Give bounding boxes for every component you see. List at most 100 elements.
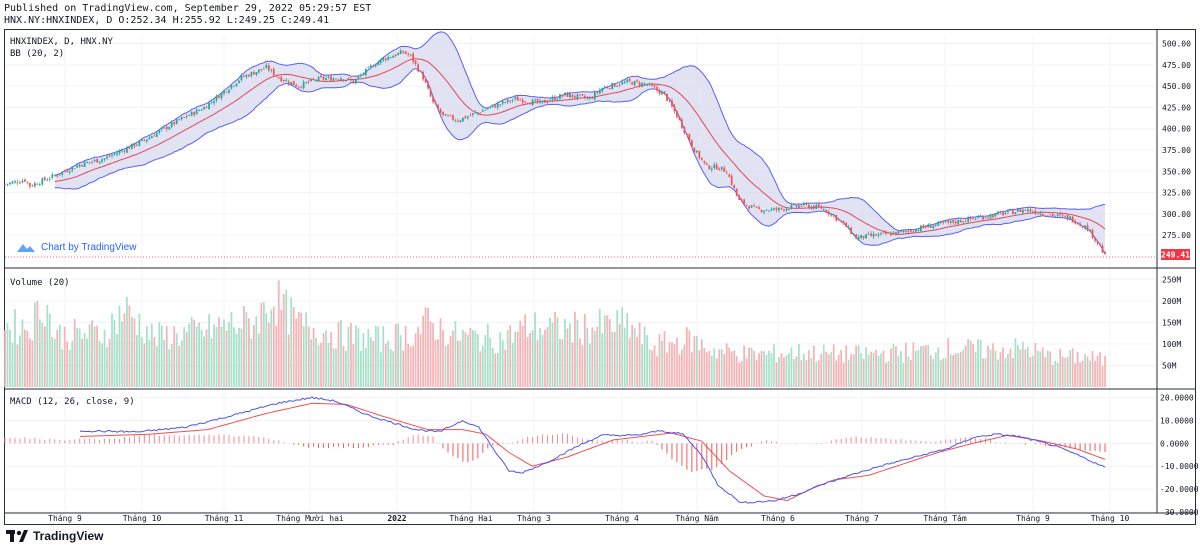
price-axes: 500.00 475.00 450.00 425.00 400.00 375.00 350.… [1160, 40, 1199, 517]
volume-bar [877, 355, 880, 387]
volume-bar [579, 338, 581, 387]
volume-bar [698, 350, 701, 387]
volume-bar [574, 311, 576, 387]
candle-body [1024, 210, 1027, 211]
candle-body [427, 82, 429, 89]
candle-body [457, 120, 459, 122]
candle-body [1076, 223, 1079, 225]
volume-bar [153, 336, 156, 387]
macd-tick-label: -10.0000 [1160, 462, 1199, 471]
candle-body [698, 151, 701, 159]
time-tick-label: Tháng Tám [923, 514, 967, 523]
volume-bar [798, 344, 800, 387]
candle-body [474, 112, 477, 114]
candle-body [1046, 215, 1049, 217]
volume-bar [775, 362, 778, 387]
volume-bar [780, 353, 783, 387]
main-pane-title: HNXINDEX, D, HNX.NY [10, 37, 114, 47]
volume-bar [133, 318, 136, 387]
candle-body [21, 180, 24, 183]
volume-bar [402, 350, 405, 387]
candle-body [96, 158, 98, 163]
volume-bar [41, 322, 44, 387]
volume-bar [554, 312, 556, 387]
macd-pane-title: MACD (12, 26, close, 9) [10, 397, 135, 407]
volume-bar [768, 350, 770, 387]
footer-brand[interactable]: TradingView [6, 528, 103, 544]
volume-bar [636, 336, 638, 387]
volume-bar [145, 326, 148, 387]
candle-body [551, 97, 554, 100]
candle-body [404, 51, 407, 54]
volume-bar [374, 325, 377, 387]
volume-bar [802, 353, 805, 387]
candle-body [812, 205, 815, 209]
candle-body [81, 164, 84, 167]
candle-body [581, 94, 584, 96]
volume-bar [417, 327, 419, 387]
volume-bar [454, 321, 457, 387]
candle-body [126, 147, 128, 153]
candle-body [275, 74, 278, 77]
candle-body [882, 231, 885, 233]
volume-bar [190, 317, 193, 387]
candle-body [969, 216, 972, 219]
candle-body [723, 167, 726, 172]
candle-body [984, 217, 987, 219]
candle-body [765, 210, 768, 211]
volume-bar [693, 335, 696, 387]
candle-body [53, 175, 56, 177]
candle-body [312, 79, 315, 81]
candle-body [305, 82, 308, 84]
volume-bar [917, 349, 920, 387]
candle-body [738, 195, 741, 201]
volume-bar [862, 358, 865, 387]
candle-body [136, 144, 138, 146]
volume-bar [1071, 348, 1074, 387]
volume-bar [815, 361, 818, 387]
candle-body [922, 225, 925, 228]
candle-body [835, 215, 838, 221]
candle-body [703, 160, 706, 163]
candle-body [260, 69, 263, 70]
volume-bar [275, 325, 278, 387]
price-tick-label: 425.00 [1162, 103, 1191, 112]
volume-bar [447, 344, 449, 387]
volume-bar [422, 315, 424, 387]
candle-body [1022, 209, 1024, 213]
watermark[interactable]: Chart by TradingView [16, 241, 136, 253]
candle-body [758, 207, 760, 209]
volume-bar [827, 354, 830, 387]
candle-body [678, 116, 681, 120]
volume-bar [469, 327, 472, 387]
volume-tick-label: 100M [1162, 340, 1181, 349]
volume-bar [1081, 360, 1084, 387]
volume-bar [287, 334, 290, 387]
candle-body [43, 177, 46, 180]
volume-bar [170, 344, 173, 387]
volume-bar [984, 358, 987, 387]
candle-body [653, 85, 656, 88]
volume-bars [4, 280, 1106, 387]
volume-bar [243, 306, 245, 387]
volume-bar [618, 324, 621, 387]
volume-bar [949, 354, 952, 387]
volume-bar [265, 313, 268, 387]
volume-bar [128, 305, 131, 387]
candle-body [63, 170, 66, 172]
candle-body [890, 233, 892, 236]
volume-bar [168, 349, 171, 387]
volume-bar [603, 315, 606, 387]
candle-body [628, 78, 631, 82]
candle-body [977, 217, 979, 218]
volume-bar [713, 348, 716, 387]
volume-bar [546, 326, 549, 387]
volume-bar [964, 345, 967, 387]
candle-body [564, 92, 566, 96]
volume-bar [534, 312, 536, 387]
volume-bar [972, 344, 974, 387]
candle-body [198, 110, 200, 111]
volume-bar [68, 349, 71, 387]
volume-bar [653, 345, 656, 387]
volume-bar [571, 342, 574, 387]
